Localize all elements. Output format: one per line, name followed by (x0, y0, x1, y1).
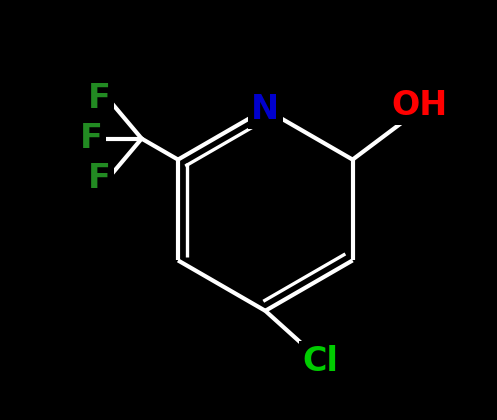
Text: F: F (88, 82, 111, 115)
Text: F: F (88, 162, 111, 195)
Text: N: N (251, 93, 279, 126)
Text: OH: OH (392, 89, 448, 121)
Text: Cl: Cl (302, 345, 338, 378)
Text: F: F (80, 122, 103, 155)
